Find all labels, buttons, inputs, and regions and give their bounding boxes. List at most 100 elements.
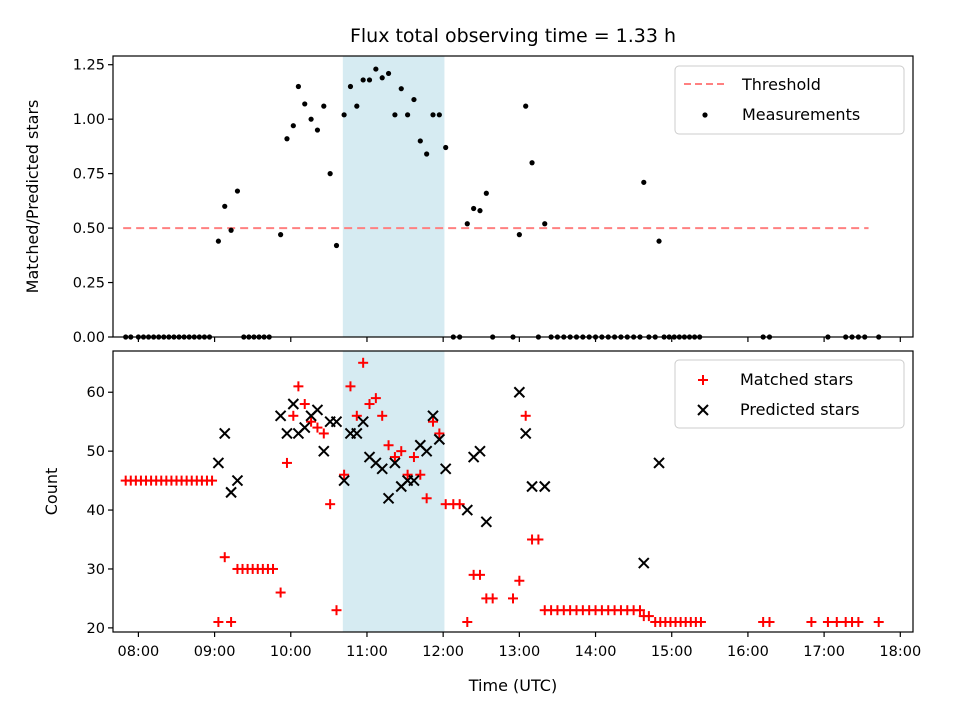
legend-measurements-swatch bbox=[702, 112, 708, 118]
predicted-star-point bbox=[474, 445, 486, 457]
measurement-point bbox=[430, 112, 436, 118]
cross-stroke-b bbox=[357, 415, 369, 428]
legend-predicted-label: Predicted stars bbox=[740, 400, 860, 419]
matched-star-point bbox=[415, 469, 426, 480]
measurement-point bbox=[424, 151, 430, 157]
x-tick-label: 09:00 bbox=[194, 644, 236, 660]
x-tick-label: 08:00 bbox=[117, 644, 159, 660]
measurement-point bbox=[295, 83, 301, 90]
measurement-point bbox=[308, 116, 314, 122]
measurement-point bbox=[542, 221, 548, 227]
predicted-star-point bbox=[539, 480, 551, 493]
matched-star-point bbox=[764, 616, 775, 627]
measurement-point bbox=[278, 232, 284, 238]
matched-star-point bbox=[370, 393, 381, 404]
x-tick-label: 18:00 bbox=[879, 644, 921, 660]
matched-star-point bbox=[421, 493, 432, 504]
predicted-star-point bbox=[225, 486, 237, 499]
matched-star-point bbox=[213, 616, 224, 627]
ratio-panel-frame bbox=[112, 55, 914, 338]
measurement-point bbox=[354, 103, 360, 109]
chart-title: Flux total observing time = 1.33 h bbox=[350, 25, 676, 47]
matched-star-point bbox=[207, 475, 218, 486]
cross-stroke-b bbox=[519, 427, 532, 440]
x-tick-label: 13:00 bbox=[498, 644, 540, 660]
count-y-axis-label: Count bbox=[42, 468, 61, 516]
predicted-star-point bbox=[513, 386, 526, 398]
predicted-star-point bbox=[461, 504, 473, 516]
measurement-point bbox=[477, 208, 483, 214]
matched-star-point bbox=[281, 457, 292, 468]
matched-star-point bbox=[831, 616, 842, 627]
x-tick-label: 17:00 bbox=[803, 644, 845, 660]
matched-star-point bbox=[364, 399, 375, 410]
count-panel-frame bbox=[112, 350, 914, 633]
matched-star-point bbox=[695, 616, 706, 627]
cross-stroke-b bbox=[653, 457, 665, 469]
cross-stroke-b bbox=[389, 457, 401, 469]
predicted-star-point bbox=[231, 474, 244, 487]
predicted-star-point bbox=[311, 404, 324, 416]
measurement-point bbox=[228, 227, 234, 233]
measurement-point bbox=[471, 205, 477, 212]
x-tick-label: 16:00 bbox=[727, 644, 769, 660]
cross-stroke-b bbox=[330, 415, 343, 428]
matched-star-point bbox=[806, 616, 817, 627]
matched-star-point bbox=[331, 605, 342, 616]
predicted-star-point bbox=[389, 457, 401, 469]
predicted-star-point bbox=[376, 463, 388, 475]
measurement-point bbox=[641, 179, 647, 185]
matched-star-point bbox=[383, 440, 394, 451]
predicted-star-point bbox=[382, 492, 395, 504]
matched-star-point bbox=[299, 399, 310, 410]
x-tick-label: 12:00 bbox=[422, 644, 464, 660]
x-tick-label: 11:00 bbox=[346, 644, 388, 660]
measurement-point bbox=[656, 238, 662, 244]
cross-stroke-b bbox=[420, 445, 433, 457]
ratio-legend-box bbox=[674, 65, 905, 135]
cross-stroke-b bbox=[427, 410, 439, 422]
measurement-point bbox=[302, 101, 308, 107]
matched-star-point bbox=[306, 416, 317, 427]
measurement-point bbox=[411, 96, 417, 103]
measurement-point bbox=[327, 171, 333, 177]
measurement-point bbox=[379, 75, 385, 81]
cross-stroke-b bbox=[274, 410, 287, 422]
measurement-point bbox=[464, 221, 470, 227]
observing-window-span bbox=[342, 56, 445, 337]
measurement-point bbox=[516, 232, 522, 238]
matched-star-point bbox=[396, 446, 407, 457]
measurement-point bbox=[385, 70, 392, 77]
measurement-point bbox=[443, 144, 449, 151]
predicted-star-point bbox=[299, 421, 311, 434]
predicted-star-point bbox=[420, 445, 433, 457]
count-x-ticks: 08:00 09:00 10:00 11:00 12:00 13:00 14:00 15:00… bbox=[117, 632, 921, 660]
matched-star-point bbox=[454, 499, 465, 510]
legend-predicted-swatch bbox=[697, 404, 709, 416]
highlight-span-rect bbox=[342, 351, 445, 632]
matched-star-point bbox=[345, 381, 356, 392]
measurement-point bbox=[321, 103, 327, 109]
cross-stroke-b bbox=[474, 445, 486, 457]
legend-plus-marker bbox=[698, 375, 708, 385]
cross-stroke-b bbox=[281, 427, 293, 440]
predicted-star-point bbox=[427, 410, 439, 422]
predicted-star-point bbox=[212, 457, 225, 469]
ratio-y-tick-label: 0.00 bbox=[73, 330, 105, 346]
matched-star-point bbox=[275, 587, 286, 598]
cross-stroke-b bbox=[231, 474, 244, 487]
measurement-point bbox=[523, 103, 529, 109]
count-y-tick-label: 50 bbox=[87, 444, 105, 460]
matched-star-point bbox=[822, 616, 833, 627]
legend-cross-marker bbox=[697, 404, 709, 416]
count-y-tick-label: 20 bbox=[87, 621, 105, 637]
measurement-point bbox=[341, 112, 347, 118]
x-axis-label: Time (UTC) bbox=[468, 676, 557, 695]
cross-stroke-b bbox=[318, 445, 330, 457]
predicted-star-point bbox=[526, 480, 538, 493]
cross-stroke-b bbox=[408, 474, 420, 487]
cross-stroke-b bbox=[370, 457, 382, 469]
cross-stroke-b bbox=[433, 433, 446, 446]
count-y-tick-label: 40 bbox=[87, 503, 105, 519]
